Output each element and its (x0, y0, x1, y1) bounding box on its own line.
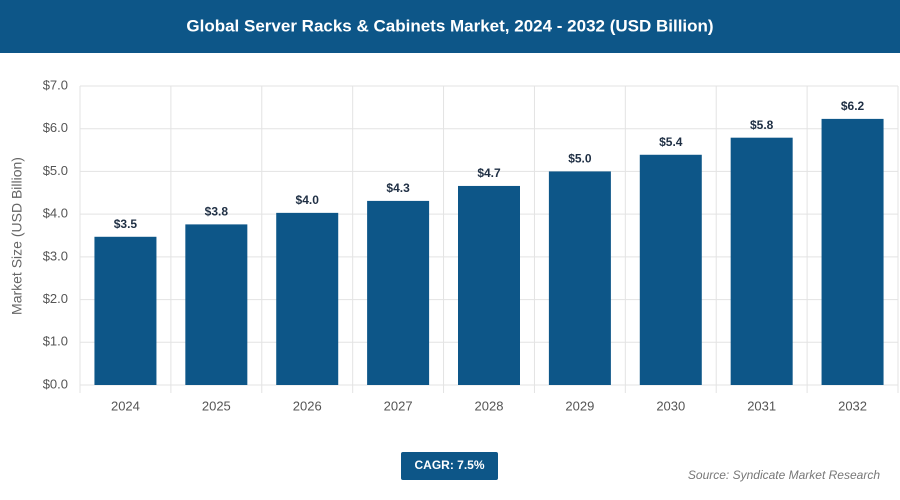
bar (458, 185, 520, 385)
value-label: $3.5 (114, 217, 138, 231)
cagr-box (401, 452, 498, 480)
cagr-label: CAGR: 7.5% (414, 458, 484, 472)
x-tick-label: 2030 (656, 398, 685, 413)
bar (548, 171, 611, 385)
title-banner (0, 0, 900, 53)
value-label: $4.3 (386, 181, 410, 195)
value-label: $5.4 (659, 135, 683, 149)
source-note: Source: Syndicate Market Research (688, 468, 880, 482)
x-tick-label: 2032 (838, 398, 867, 413)
y-tick-label: $1.0 (43, 334, 68, 349)
y-tick-label: $4.0 (43, 206, 68, 221)
value-label: $4.0 (296, 193, 320, 207)
bar (730, 137, 793, 385)
bar (276, 212, 339, 385)
bar (185, 224, 248, 385)
x-tick-label: 2024 (111, 398, 140, 413)
chart-title: Global Server Racks & Cabinets Market, 2… (186, 16, 713, 35)
x-tick-label: 2027 (384, 398, 413, 413)
value-label: $5.0 (568, 152, 592, 166)
y-tick-label: $6.0 (43, 120, 68, 135)
bar (639, 154, 702, 385)
value-label: $4.7 (477, 166, 501, 180)
value-label: $5.8 (750, 118, 774, 132)
x-tick-label: 2028 (475, 398, 504, 413)
x-tick-label: 2025 (202, 398, 231, 413)
x-tick-label: 2031 (747, 398, 776, 413)
y-tick-label: $5.0 (43, 163, 68, 178)
x-tick-label: 2029 (565, 398, 594, 413)
y-axis-label: Market Size (USD Billion) (9, 157, 25, 315)
value-label: $6.2 (841, 99, 865, 113)
bar (821, 118, 884, 385)
y-tick-label: $0.0 (43, 376, 68, 391)
x-tick-label: 2026 (293, 398, 322, 413)
y-tick-label: $2.0 (43, 291, 68, 306)
bar (367, 200, 430, 385)
y-tick-label: $3.0 (43, 248, 68, 263)
value-label: $3.8 (205, 205, 229, 219)
bar (94, 236, 157, 385)
y-tick-label: $7.0 (43, 77, 68, 92)
